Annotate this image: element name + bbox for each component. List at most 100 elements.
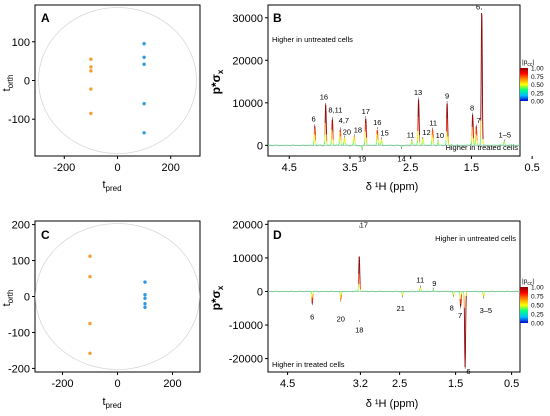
panel-b-peak-label: 20 xyxy=(343,127,351,136)
panel-d-peak-label: 3–5 xyxy=(480,306,493,315)
panel-c-point-group-2 xyxy=(143,296,147,300)
panel-c: C 200 100 0 -100 -200 -200 0 200 torth tpred xyxy=(1,220,201,410)
panel-a-ylabel: torth xyxy=(1,75,15,92)
panel-d-ylabel: p*σx xyxy=(209,285,225,310)
panel-a-confidence-ellipse xyxy=(38,7,197,154)
panel-b-y-tick-label: 10000 xyxy=(232,98,263,110)
panel-d-label: D xyxy=(273,228,282,242)
panel-c-point-group-1 xyxy=(88,321,92,326)
panel-c-point-group-2 xyxy=(143,293,147,297)
panel-b-note-top: Higher in untreated cells xyxy=(272,35,353,44)
panel-b-peak-label: 8 xyxy=(470,103,474,112)
panel-d-x-tick-label: 3.2 xyxy=(353,378,368,390)
panel-c-y-tick-label: -200 xyxy=(8,363,30,375)
colorbar-b-tick-label: 0.75 xyxy=(531,74,544,81)
panel-b-peak-label: 12 xyxy=(422,128,430,137)
panel-d-peak-label: 11 xyxy=(416,275,424,284)
panel-d-peak-label: 9 xyxy=(432,279,436,288)
panel-b-peak-label: 6 xyxy=(476,2,480,11)
panel-a-points xyxy=(89,42,146,135)
panel-b-peak-label: 11 xyxy=(429,118,437,127)
panel-d-spectrum xyxy=(267,256,521,368)
colorbar-d-title: |pcc| xyxy=(522,278,534,287)
colorbar-d: |pcc|1.00 0.75 0.50 0.25 0.00 xyxy=(520,278,544,328)
panel-a-x-tick-label: -200 xyxy=(53,162,75,174)
panel-c-frame xyxy=(34,220,201,373)
panel-d-peak-label: 17 xyxy=(360,221,368,230)
panel-c-xlabel: tpred xyxy=(102,396,121,410)
panel-c-label: C xyxy=(41,228,50,242)
panel-b-peak-label: 19 xyxy=(358,154,366,163)
panel-d-peak-label: 20 xyxy=(337,315,345,324)
panel-b-peak-label: 10 xyxy=(436,131,444,140)
panel-c-y-tick-label: 100 xyxy=(12,256,30,268)
panel-a-y-ticks: 100 0 -100 xyxy=(8,37,35,126)
panel-d-note-bottom: Higher in treated cells xyxy=(272,360,345,369)
panel-b-x-tick-label: 1.5 xyxy=(464,162,479,174)
panel-b-peak-label: 16 xyxy=(320,92,328,101)
panel-a-point-group-2 xyxy=(142,102,146,106)
panel-d-x-tick-label: 2.5 xyxy=(392,378,407,390)
panel-c-x-tick-label: -200 xyxy=(51,378,73,390)
panel-a-x-tick-label: 0 xyxy=(114,162,120,174)
panel-b-peak-label: 6 xyxy=(311,115,315,124)
panel-d-peak-label: 21 xyxy=(397,304,405,313)
panel-d-frame xyxy=(267,220,521,373)
panel-c-points xyxy=(88,254,147,356)
panel-b-peak-label: 17 xyxy=(362,107,370,116)
panel-d-peak-label: 18 xyxy=(355,326,363,335)
panel-a-y-tick-label: -100 xyxy=(8,114,30,126)
panel-b-x-ticks: 4.5 3.5 2.5 1.5 0.5 xyxy=(282,156,540,174)
panel-a-point-group-1 xyxy=(89,111,93,116)
panel-a-point-group-1 xyxy=(89,87,93,91)
panel-b-xlabel: δ ¹H (ppm) xyxy=(366,181,419,193)
panel-b-peak-label: 13 xyxy=(414,88,422,97)
panel-a-y-tick-label: 0 xyxy=(24,76,30,88)
colorbar-b-tick-label: 0.00 xyxy=(531,99,544,106)
panel-c-y-tick-label: -100 xyxy=(8,327,30,339)
panel-a-frame xyxy=(34,4,201,157)
colorbar-b-tick-label: 0.50 xyxy=(531,82,544,89)
panel-a-point-group-2 xyxy=(142,131,146,135)
panel-b-peak-label: 14 xyxy=(397,154,405,163)
panel-b-x-tick-label: 3.5 xyxy=(342,162,357,174)
panel-c-x-tick-label: 0 xyxy=(114,378,120,390)
panel-b: B Higher in untreated cells Higher in tr… xyxy=(209,2,540,193)
panel-c-point-group-1 xyxy=(88,275,92,279)
colorbar-b-tick-label: 0.25 xyxy=(531,90,544,97)
panel-b-peak-label: 11 xyxy=(407,130,415,139)
panel-c-x-tick-label: 200 xyxy=(163,378,181,390)
panel-a-point-group-1 xyxy=(89,65,93,69)
panel-d-x-ticks: 4.5 3.2 2.5 1.5 0.5 xyxy=(280,372,519,390)
panel-a-point-group-2 xyxy=(142,62,146,66)
panel-d-y-tick-label: 10000 xyxy=(232,253,263,265)
panel-c-point-group-2 xyxy=(143,301,147,306)
panel-d-xlabel: δ ¹H (ppm) xyxy=(366,398,419,410)
panel-b-y-tick-label: 30000 xyxy=(232,13,263,25)
panel-d-peak-label: 6 xyxy=(310,312,314,321)
panel-b-spectrum xyxy=(267,13,521,149)
panel-d: D Higher in untreated cells Higher in tr… xyxy=(209,219,521,410)
panel-b-x-tick-label: 2.5 xyxy=(403,162,418,174)
panel-c-point-group-2 xyxy=(143,305,147,309)
panel-b-note-bottom: Higher in treated cells xyxy=(445,143,518,152)
panel-b-peak-label: 7 xyxy=(477,116,481,125)
panel-b-peak-label: 18 xyxy=(354,126,362,135)
panel-a-x-tick-label: 200 xyxy=(162,162,180,174)
panel-d-y-tick-label: 20000 xyxy=(232,219,263,231)
colorbar-b: |pcc|1.000.750.500.25 0.00 xyxy=(520,59,544,106)
panel-d-note-top: Higher in untreated cells xyxy=(435,234,516,243)
panel-a-label: A xyxy=(41,11,50,25)
panel-b-y-tick-label: 0 xyxy=(257,140,263,152)
colorbar-d-tick-label: 0.00 xyxy=(531,321,544,328)
panel-a-point-group-1 xyxy=(89,57,93,61)
panel-b-peak-label: 16 xyxy=(373,118,381,127)
panel-d-peak-labels: 6 20 17 18 21 11 9 87 6 3–5 xyxy=(310,221,492,376)
panel-d-peak-label: 6 xyxy=(466,367,470,376)
colorbar-d-tick-label: 0.50 xyxy=(531,303,544,310)
panel-d-x-tick-label: 0.5 xyxy=(504,378,519,390)
panel-c-y-tick-label: 200 xyxy=(12,220,30,232)
panel-b-label: B xyxy=(273,11,282,25)
panel-d-y-ticks: 20000 10000 0 -10000 -20000 xyxy=(229,219,268,366)
